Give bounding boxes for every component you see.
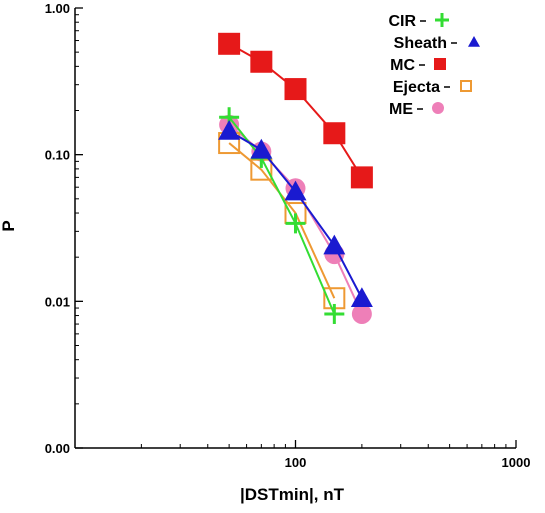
legend-marker-cir xyxy=(435,13,449,27)
x-axis-title: |DSTmin|, nT xyxy=(240,485,345,504)
legend-label-sheath: Sheath xyxy=(394,35,447,52)
data-point-sheath xyxy=(350,287,373,308)
legend-label-cir: CIR xyxy=(388,13,416,30)
series-line-cir xyxy=(228,116,336,315)
data-point-sheath xyxy=(323,234,346,255)
y-tick-label: 0.10 xyxy=(45,148,70,163)
data-point-sheath xyxy=(250,138,273,159)
legend-marker-ejecta xyxy=(460,80,472,92)
data-point-mc xyxy=(284,78,307,101)
legend-label-mc: MC xyxy=(390,57,415,74)
legend-marker-sheath xyxy=(468,36,480,47)
legend-label-me: ME xyxy=(389,101,413,118)
series-ejecta xyxy=(218,132,346,310)
y-tick-label: 0.01 xyxy=(45,294,70,309)
data-point-mc xyxy=(250,50,273,73)
series-sheath xyxy=(218,119,373,308)
data-point-sheath xyxy=(284,180,307,201)
series-line-mc xyxy=(228,42,363,178)
y-tick-label: 0.00 xyxy=(45,441,70,456)
legend-marker-me xyxy=(432,102,444,114)
data-point-sheath xyxy=(218,119,241,140)
y-axis-title: P xyxy=(0,220,18,231)
data-point-cir xyxy=(324,303,345,324)
x-tick-label: 1000 xyxy=(502,455,531,470)
legend: CIR Sheath MC Ejecta ME xyxy=(388,13,480,118)
data-point-mc xyxy=(218,32,241,55)
legend-label-ejecta: Ejecta xyxy=(393,79,440,96)
axes: 0.00 0.01 0.10 1.00 100 1000 xyxy=(45,1,531,470)
data-point-cir xyxy=(285,213,306,234)
y-tick-label: 1.00 xyxy=(45,1,70,16)
series-mc xyxy=(218,32,373,189)
series-layer xyxy=(218,32,373,324)
x-tick-label: 100 xyxy=(285,455,307,470)
data-point-mc xyxy=(323,122,346,145)
data-point-mc xyxy=(350,166,373,189)
legend-marker-mc xyxy=(434,58,446,70)
data-point-me xyxy=(351,303,372,324)
